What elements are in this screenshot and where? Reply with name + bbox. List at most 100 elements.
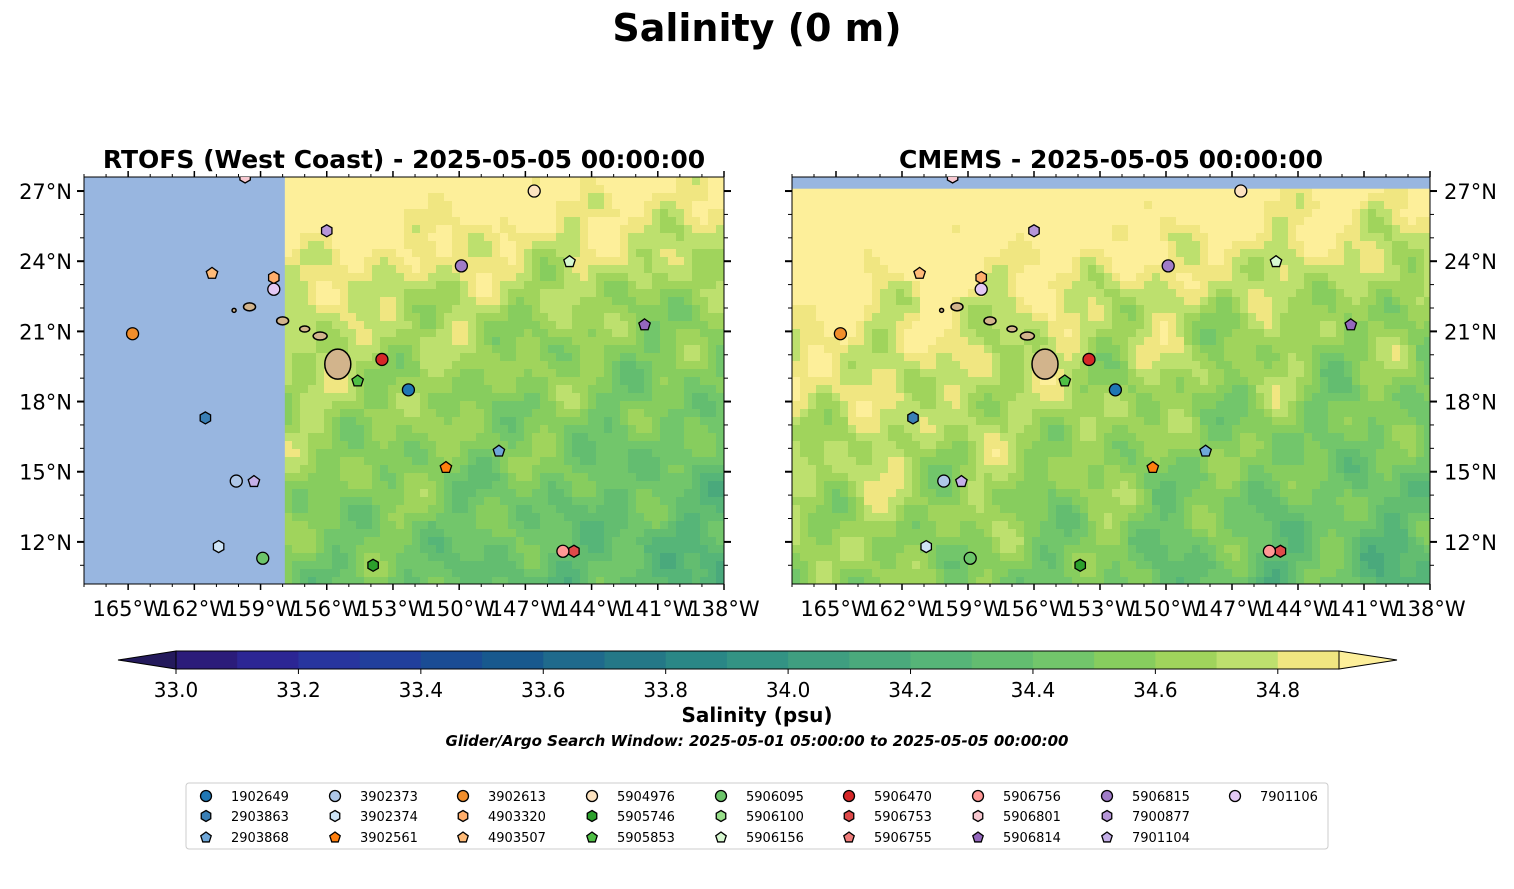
y-tick-label: 27°N [19,180,72,204]
float-marker-5906755 [766,609,777,620]
colorbar-segment [420,651,483,669]
salinity-field [792,177,1430,584]
island [275,316,290,326]
legend-label-5906753: 5906753 [874,810,932,825]
float-marker-2903868 [1199,444,1213,457]
legend-marker-5905746 [586,809,598,823]
colorbar-tick-label: 33.8 [643,678,688,702]
float-marker-5906100 [767,608,777,620]
island [983,316,997,326]
colorbar-tick-label: 34.6 [1133,678,1178,702]
y-tick-label: 15°N [19,461,72,485]
legend-marker-3902374 [329,809,341,823]
float-marker-5906814 [638,318,652,331]
float-marker-5905853 [1058,374,1072,387]
float-marker-4903507 [913,266,927,279]
float-marker-5904976 [527,184,541,198]
legend: 1902649 2903863 2903868 3902373 3902374 39025… [185,782,1329,850]
legend-label-1902649: 1902649 [231,790,289,805]
legend-label-2903863: 2903863 [231,810,289,825]
colorbar-segment [298,651,361,669]
colorbar-segment [1094,651,1156,669]
y-tick-label: 24°N [1444,250,1497,274]
colorbar-tick-label: 33.0 [154,678,199,702]
legend-label-7901106: 7901106 [1260,790,1318,805]
float-marker-3902373 [229,474,243,488]
colorbar-tick-label: 33.4 [399,678,444,702]
float-marker-5906753 [568,544,580,559]
x-tick-label: 138°W [688,597,760,621]
legend-label-5904976: 5904976 [617,790,675,805]
float-marker-5906815 [1161,259,1175,273]
plot-frame [83,176,725,585]
colorbar-segment [971,651,1034,669]
x-tick-label: 147°W [490,597,562,621]
legend-marker-5906815 [1100,789,1114,803]
legend-marker-5906100 [715,809,727,823]
x-tick-label: 144°W [1262,597,1334,621]
island [938,307,945,314]
float-marker-5905746 [367,558,379,573]
x-tick-label: 165°W [92,597,164,621]
legend-marker-1902649 [199,789,213,803]
y-tick-label: 12°N [19,531,72,555]
x-tick-label: 147°W [1196,597,1268,621]
x-tick-label: 162°W [866,597,938,621]
legend-label-7901104: 7901104 [1132,831,1190,846]
colorbar-segment [1216,651,1279,669]
y-tick-label: 18°N [1444,391,1497,415]
float-marker-5906756 [556,544,570,558]
float-marker-7901106 [267,282,281,296]
legend-marker-2903868 [200,831,212,843]
legend-label-5906755: 5906755 [874,831,932,846]
colorbar-segment [237,651,299,669]
x-tick-label: 153°W [357,597,429,621]
legend-label-5906470: 5906470 [874,790,932,805]
float-marker-5906156 [563,254,576,268]
island [298,325,311,333]
float-marker-5904976 [1234,184,1248,198]
colorbar-segment [1155,651,1217,669]
legend-label-3902373: 3902373 [360,790,418,805]
float-marker-3902561 [439,460,453,474]
colorbar-segment [604,651,667,669]
float-marker-7901104 [954,474,968,488]
legend-marker-7901106 [1228,789,1242,803]
y-tick-label: 24°N [19,250,72,274]
x-tick-label: 150°W [1130,597,1202,621]
colorbar-segment [665,651,728,669]
legend-marker-5906753 [843,809,855,823]
legend-label-5906801: 5906801 [1003,810,1061,825]
island [231,307,237,314]
y-tick-label: 21°N [1444,320,1497,344]
plot-frame [791,176,1431,585]
island [1031,348,1059,380]
legend-label-5906100: 5906100 [746,810,804,825]
colorbar-segment [359,651,422,669]
map-panel-2: 165°W162°W159°W156°W153°W150°W147°W144°W… [766,145,1497,621]
legend-marker-5906801 [972,809,984,823]
legend-label-3902374: 3902374 [360,810,418,825]
x-tick-label: 141°W [622,597,694,621]
float-marker-5906815 [454,259,469,273]
legend-marker-3902613 [456,789,470,803]
legend-label-3902613: 3902613 [488,790,546,805]
x-tick-label: 159°W [932,597,1004,621]
float-marker-4903320 [975,270,988,285]
y-tick-label: 18°N [19,391,72,415]
float-marker-5905746 [1074,558,1087,573]
legend-label-5906814: 5906814 [1003,831,1061,846]
legend-marker-5906755 [843,831,855,843]
legend-label-5906095: 5906095 [746,790,804,805]
legend-marker-7900877 [1101,809,1113,823]
legend-label-5905853: 5905853 [617,831,675,846]
colorbar-segment [1032,651,1095,669]
x-tick-label: 150°W [423,597,495,621]
colorbar-tick-label: 33.2 [276,678,321,702]
legend-marker-5906756 [971,789,985,803]
float-marker-7901104 [247,474,261,488]
float-marker-5906801 [946,177,959,184]
colorbar-segment [543,651,605,669]
legend-label-7900877: 7900877 [1132,810,1190,825]
float-marker-5906095 [256,551,270,565]
